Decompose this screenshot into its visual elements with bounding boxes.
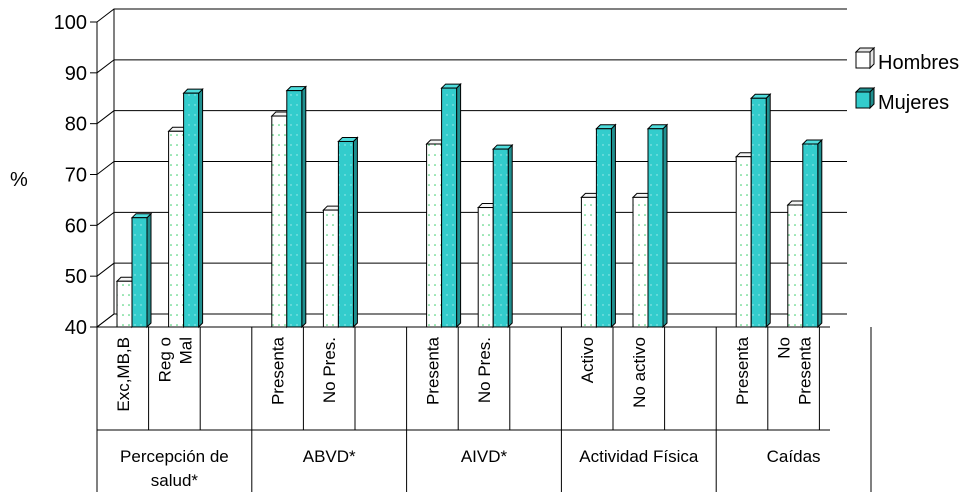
legend: Hombres Mujeres <box>854 46 959 114</box>
bars <box>115 82 824 329</box>
gridline <box>96 110 847 125</box>
legend-label: Mujeres <box>878 92 949 114</box>
category-label: Reg o Mal <box>155 337 195 382</box>
gridline <box>96 59 847 74</box>
bar-side-mujeres <box>198 87 204 329</box>
bar-top-mujeres <box>749 93 772 99</box>
category-label: No activo <box>630 337 649 408</box>
category-label-line: Presenta <box>796 336 815 405</box>
category-label: No Pres. <box>475 337 494 403</box>
bar-mujeres <box>441 87 458 328</box>
bar-top-mujeres <box>646 124 669 130</box>
bar-hombres <box>116 280 133 328</box>
bar-top-mujeres <box>285 86 308 92</box>
y-tick-label: 60 <box>65 215 87 237</box>
y-tick-label: 90 <box>65 63 87 85</box>
bar-mujeres <box>286 90 303 328</box>
bar-side-mujeres <box>662 123 668 329</box>
category-label-line: Activo <box>578 337 597 383</box>
y-tick-label: 40 <box>65 317 87 339</box>
bar-top-mujeres <box>182 88 204 94</box>
y-tick-label: 50 <box>65 266 87 288</box>
bar-hombres <box>787 204 804 328</box>
legend-swatch-side <box>869 46 875 70</box>
bar-side-mujeres <box>610 123 616 329</box>
bar-hombres <box>735 156 752 328</box>
bar-side-mujeres <box>146 212 152 329</box>
floor-back-edge <box>96 313 847 328</box>
bar-top-mujeres <box>130 213 153 219</box>
category-label: Presenta <box>269 336 288 405</box>
category-label: No Presenta <box>775 336 815 405</box>
gridline <box>96 161 847 175</box>
category-label: Presenta <box>423 336 442 405</box>
bar-hombres <box>632 196 649 328</box>
legend-label: Hombres <box>878 52 959 74</box>
category-label: No Pres. <box>320 337 339 403</box>
gridline <box>96 313 847 328</box>
bar-hombres <box>271 115 288 328</box>
category-label-line: Reg o <box>155 337 174 382</box>
bar-top-mujeres <box>337 136 359 142</box>
bar-hombres <box>168 130 185 328</box>
category-label: Exc,MB,B <box>114 337 133 412</box>
grid-lines <box>96 8 847 328</box>
bar-top-mujeres <box>801 139 824 145</box>
bar-top-mujeres <box>491 144 514 150</box>
bar-side-mujeres <box>456 82 462 329</box>
category-label-line: Exc,MB,B <box>114 337 133 412</box>
legend-swatch-side <box>869 86 875 110</box>
category-label-line: Presenta <box>423 336 442 405</box>
category-label-line: Presenta <box>733 336 752 405</box>
gridline <box>96 211 847 226</box>
bar-side-mujeres <box>507 143 513 329</box>
bar-mujeres <box>492 148 509 328</box>
bar-mujeres <box>131 217 148 328</box>
bar-hombres <box>322 209 339 328</box>
labels: 40 50 60 70 80 90 100 Percepción de salud* Exc,MB… <box>54 12 821 490</box>
category-label-line: No Pres. <box>475 337 494 403</box>
bar-top-mujeres <box>440 83 462 89</box>
category-label-line: No <box>775 337 794 359</box>
y-tick-label: 80 <box>65 114 87 136</box>
category-label-line: No Pres. <box>320 337 339 403</box>
bar-mujeres <box>183 92 200 328</box>
y-tick-label: 70 <box>65 165 87 187</box>
group-label-line: Percepción de <box>120 447 229 466</box>
category-label: Presenta <box>733 336 752 405</box>
legend-swatch <box>855 51 871 69</box>
bar-mujeres <box>802 143 819 328</box>
bar-mujeres <box>750 97 767 328</box>
gridline <box>96 262 847 277</box>
bar-side-mujeres <box>817 138 823 329</box>
bar-side-mujeres <box>765 93 771 329</box>
y-axis-label: % <box>10 169 28 191</box>
y-tick-label: 100 <box>54 12 87 34</box>
bar-side-mujeres <box>352 136 358 329</box>
bar-top-mujeres <box>595 124 617 130</box>
group-label-line: salud* <box>151 471 199 490</box>
group-label: AIVD* <box>461 447 508 466</box>
category-label-line: Mal <box>176 337 195 364</box>
group-label: Percepción de salud* <box>120 447 229 490</box>
gridline <box>96 8 847 23</box>
bar-mujeres <box>647 128 664 328</box>
group-label: Caídas <box>767 447 821 466</box>
category-label: Activo <box>578 337 597 383</box>
bar-mujeres <box>337 140 354 328</box>
group-label: ABVD* <box>303 447 356 466</box>
category-label-line: No activo <box>630 337 649 408</box>
category-label-line: Presenta <box>269 336 288 405</box>
bar-hombres <box>580 196 597 328</box>
group-label: Actividad Física <box>579 447 699 466</box>
bar-hombres <box>426 143 443 328</box>
bar-hombres <box>477 207 494 328</box>
legend-swatch <box>855 91 871 109</box>
bar-side-mujeres <box>301 85 307 329</box>
bar-mujeres <box>595 128 612 328</box>
